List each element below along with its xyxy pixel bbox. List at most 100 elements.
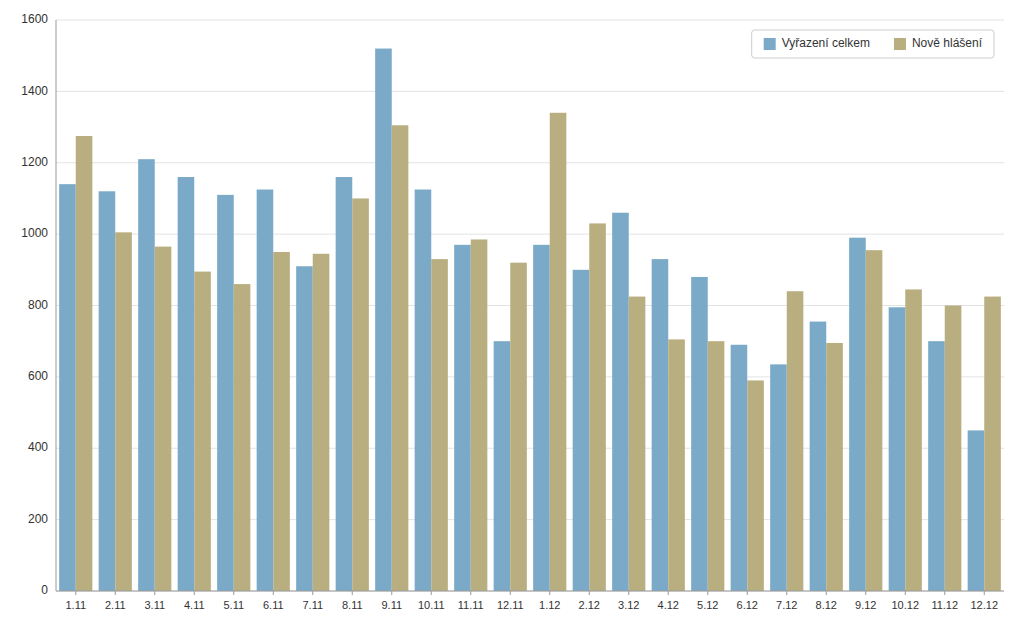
x-tick-label: 7.12 (776, 599, 797, 611)
x-tick (115, 591, 116, 595)
x-tick-label: 10.11 (418, 599, 445, 611)
bar (76, 136, 93, 591)
legend-item: Vyřazení celkem (764, 36, 870, 50)
bar (787, 291, 804, 591)
bar (375, 49, 392, 591)
bar-series (76, 113, 1001, 591)
x-tick (194, 591, 195, 595)
x-tick-label: 1.11 (65, 599, 86, 611)
y-axis-line (56, 20, 57, 591)
bar (810, 322, 827, 591)
x-tick-label: 6.12 (737, 599, 758, 611)
legend-item: Nově hlášení (894, 36, 983, 50)
bar (826, 343, 843, 591)
x-tick-label: 9.11 (381, 599, 402, 611)
x-tick (707, 591, 708, 595)
x-tick (431, 591, 432, 595)
bar (691, 277, 708, 591)
bar (708, 341, 725, 591)
bar (612, 213, 629, 591)
grid-line (56, 591, 1004, 592)
bar (770, 364, 787, 591)
y-grid (56, 20, 1004, 591)
x-tick (312, 591, 313, 595)
legend-box (752, 30, 994, 58)
bar (494, 341, 511, 591)
bar (178, 177, 195, 591)
y-tick-label: 1200 (21, 155, 48, 169)
x-tick-label: 8.11 (342, 599, 363, 611)
x-tick (75, 591, 76, 595)
x-tick-label: 11.12 (931, 599, 958, 611)
bar (968, 430, 985, 591)
bar (454, 245, 471, 591)
bar (296, 266, 313, 591)
y-tick-label: 1000 (21, 226, 48, 240)
y-tick-label: 200 (28, 512, 48, 526)
bar (217, 195, 234, 591)
x-tick (786, 591, 787, 595)
x-tick-label: 2.12 (579, 599, 600, 611)
bars (59, 49, 1001, 591)
x-tick (589, 591, 590, 595)
chart: 020040060080010001200140016001.112.113.1… (0, 0, 1024, 631)
bar (471, 239, 488, 591)
x-tick-label: 4.12 (658, 599, 679, 611)
legend: Vyřazení celkem Nově hlášení (752, 30, 994, 58)
legend-swatch (894, 38, 906, 50)
x-tick (273, 591, 274, 595)
bar (889, 307, 906, 591)
bar (194, 272, 211, 591)
y-tick-label: 600 (28, 369, 48, 383)
x-tick (549, 591, 550, 595)
page-body: {"chart_data": {"type": "bar", "categori… (0, 0, 1024, 631)
x-tick (944, 591, 945, 595)
y-tick-label: 800 (28, 298, 48, 312)
x-tick (154, 591, 155, 595)
bar (928, 341, 945, 591)
bar-series (59, 49, 984, 591)
x-tick (628, 591, 629, 595)
x-tick-label: 5.12 (697, 599, 718, 611)
bar (747, 380, 764, 591)
x-tick-label: 6.11 (263, 599, 284, 611)
bar (431, 259, 448, 591)
grid-line (56, 20, 1004, 21)
grid-line (56, 162, 1004, 163)
bar (313, 254, 330, 591)
x-tick-label: 2.11 (105, 599, 126, 611)
bar (550, 113, 567, 591)
bar (59, 184, 76, 591)
bar (155, 247, 172, 591)
bar (652, 259, 669, 591)
x-tick-label: 11.11 (458, 599, 484, 611)
bar (905, 289, 922, 591)
x-tick (470, 591, 471, 595)
x-tick (352, 591, 353, 595)
y-tick-label: 1600 (21, 12, 48, 26)
legend-label: Nově hlášení (912, 36, 983, 50)
bar (392, 125, 409, 591)
y-tick-label: 400 (28, 440, 48, 454)
bar (589, 223, 606, 591)
bar (668, 339, 685, 591)
x-tick (984, 591, 985, 595)
x-tick (747, 591, 748, 595)
grid-line (56, 234, 1004, 235)
bar (866, 250, 883, 591)
bar (849, 238, 866, 591)
x-tick (826, 591, 827, 595)
x-tick (510, 591, 511, 595)
y-tick-label: 0 (41, 583, 48, 597)
bar (138, 159, 155, 591)
x-tick-label: 7.11 (302, 599, 323, 611)
x-tick (233, 591, 234, 595)
bar (533, 245, 550, 591)
x-ticks: 1.112.113.114.115.116.117.118.119.1110.1… (65, 591, 998, 611)
x-tick (391, 591, 392, 595)
bar (234, 284, 251, 591)
legend-label: Vyřazení celkem (782, 36, 870, 50)
x-tick-label: 3.12 (618, 599, 639, 611)
bar (99, 191, 116, 591)
bar (336, 177, 353, 591)
